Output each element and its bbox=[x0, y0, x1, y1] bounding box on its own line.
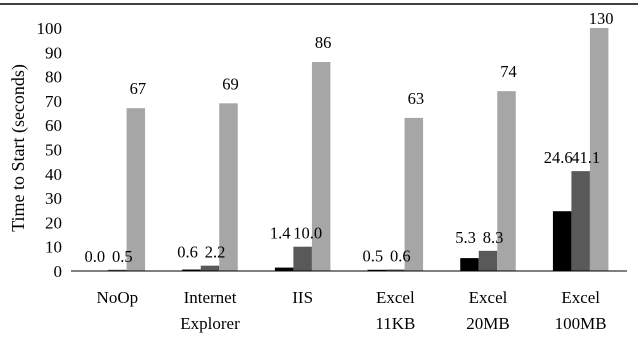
x-category-label: 20MB bbox=[466, 314, 509, 333]
y-tick-label: 10 bbox=[45, 238, 62, 257]
bar bbox=[367, 269, 387, 271]
y-tick-label: 100 bbox=[37, 19, 63, 38]
data-label: 63 bbox=[408, 89, 425, 108]
bar bbox=[460, 258, 479, 271]
data-label: 86 bbox=[315, 33, 332, 52]
data-label: 67 bbox=[130, 79, 147, 98]
data-label: 74 bbox=[500, 62, 517, 81]
bar bbox=[478, 250, 498, 271]
y-axis-title: Time to Start (seconds) bbox=[8, 64, 29, 232]
bar bbox=[404, 117, 424, 271]
data-label: 10.0 bbox=[293, 224, 322, 243]
bar bbox=[552, 211, 572, 271]
bar bbox=[293, 246, 312, 271]
data-label: 8.3 bbox=[483, 228, 504, 247]
bar bbox=[311, 62, 331, 271]
bar bbox=[589, 28, 609, 271]
y-axis: 0 10 20 30 40 50 60 70 80 90 100 bbox=[37, 19, 63, 281]
x-category-label: Internet bbox=[184, 288, 237, 307]
bar bbox=[182, 269, 201, 271]
bars bbox=[108, 28, 609, 272]
y-tick-label: 30 bbox=[45, 189, 62, 208]
bar bbox=[274, 267, 294, 271]
y-tick-label: 70 bbox=[45, 92, 62, 111]
x-category-label: Excel bbox=[376, 288, 415, 307]
data-label: 69 bbox=[222, 74, 239, 93]
data-label: 0.5 bbox=[112, 247, 133, 266]
data-label: 0.0 bbox=[85, 247, 106, 266]
x-category-label: IIS bbox=[292, 288, 313, 307]
y-tick-label: 20 bbox=[45, 213, 62, 232]
x-category-label: NoOp bbox=[97, 288, 139, 307]
bar bbox=[386, 269, 405, 271]
data-label: 130 bbox=[589, 9, 614, 28]
bar bbox=[497, 91, 516, 272]
bar bbox=[108, 269, 127, 271]
bar bbox=[126, 108, 146, 271]
y-tick-label: 0 bbox=[54, 262, 63, 281]
data-label: 2.2 bbox=[205, 243, 226, 262]
x-axis: NoOp Internet Explorer IIS Excel 11KB Excel 20M… bbox=[97, 288, 607, 333]
y-tick-label: 40 bbox=[45, 165, 62, 184]
data-label: 0.6 bbox=[177, 243, 198, 262]
data-label: 0.6 bbox=[390, 247, 411, 266]
x-category-label: Explorer bbox=[180, 314, 240, 333]
data-labels: 0.0 0.5 67 0.6 2.2 69 1.4 10.0 86 0.5 0.6 63 5.3 8.3 7… bbox=[85, 9, 614, 266]
x-category-label: 11KB bbox=[375, 314, 415, 333]
data-label: 1.4 bbox=[270, 224, 291, 243]
y-tick-label: 80 bbox=[45, 68, 62, 87]
x-category-label: 100MB bbox=[555, 314, 607, 333]
data-label: 0.5 bbox=[363, 247, 384, 266]
y-tick-label: 60 bbox=[45, 116, 62, 135]
y-tick-label: 50 bbox=[45, 141, 62, 160]
x-category-label: Excel bbox=[561, 288, 600, 307]
data-label: 24.6 bbox=[544, 148, 573, 167]
bar bbox=[571, 171, 590, 271]
bar bbox=[219, 103, 238, 271]
data-label: 5.3 bbox=[455, 228, 476, 247]
bar bbox=[200, 265, 220, 271]
y-tick-label: 90 bbox=[45, 43, 62, 62]
x-category-label: Excel bbox=[469, 288, 508, 307]
data-label: 41.1 bbox=[571, 148, 600, 167]
